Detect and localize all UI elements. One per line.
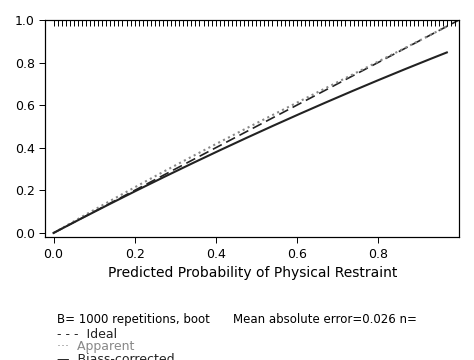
Text: ···  Apparent: ··· Apparent <box>57 340 134 353</box>
Text: B= 1000 repetitions, boot: B= 1000 repetitions, boot <box>57 313 210 326</box>
Text: —  Biass-corrected: — Biass-corrected <box>57 353 174 360</box>
X-axis label: Predicted Probability of Physical Restraint: Predicted Probability of Physical Restra… <box>108 266 397 280</box>
Text: Mean absolute error=0.026 n=: Mean absolute error=0.026 n= <box>233 313 417 326</box>
Text: - - -  Ideal: - - - Ideal <box>57 328 117 341</box>
